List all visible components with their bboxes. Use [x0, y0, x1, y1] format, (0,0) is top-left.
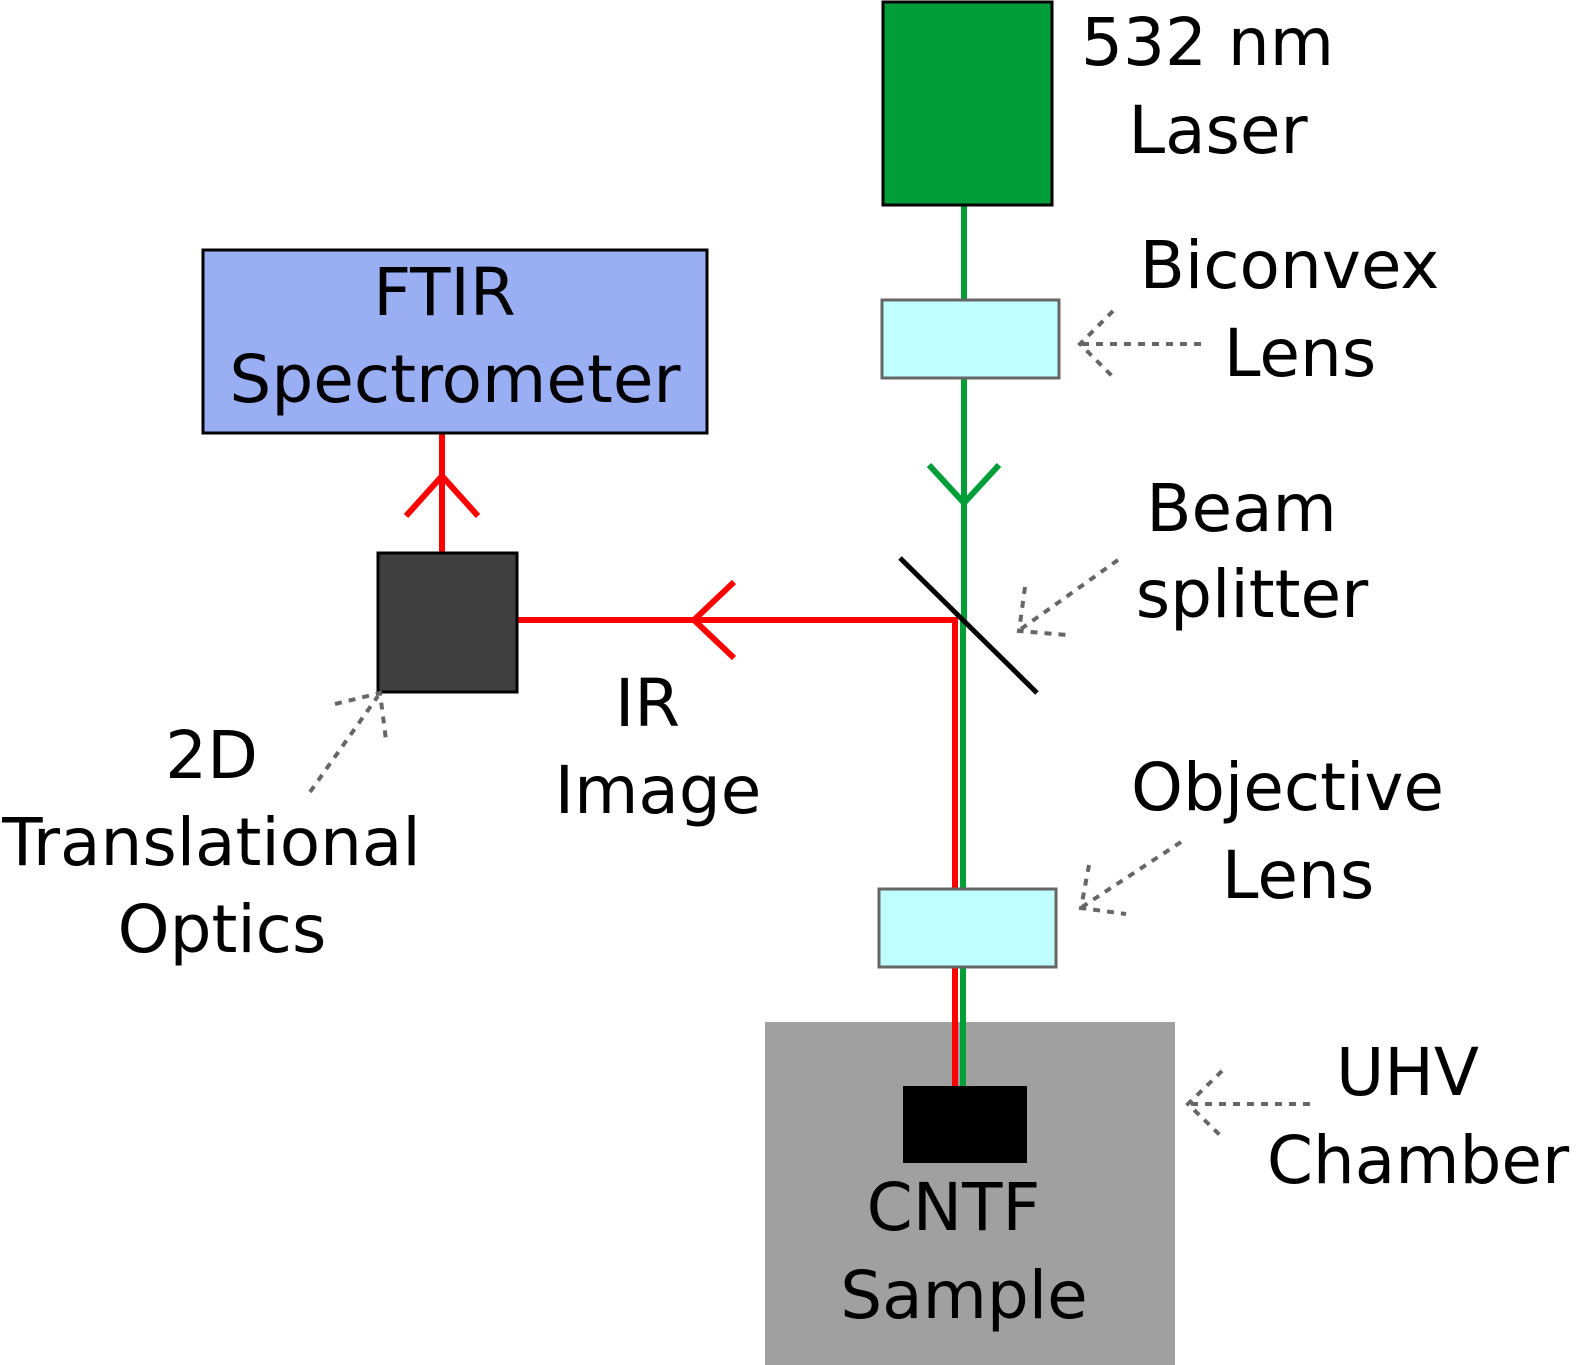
spectrometer-label-line1: FTIR — [373, 254, 515, 331]
ir-image-label-line2: Image — [555, 752, 762, 829]
biconvex-label-line2: Lens — [1224, 315, 1376, 392]
laser-source — [881, 0, 1054, 207]
uhv-chamber — [765, 1022, 1175, 1365]
translational-label-line2: Translational — [1, 804, 420, 881]
ir-image-label: IR Image — [555, 665, 762, 829]
ir-up-arrow — [403, 471, 481, 519]
beam-splitter — [898, 556, 1039, 695]
uhv-label-line2: Chamber — [1267, 1122, 1570, 1199]
translational-label-line3: Optics — [118, 891, 327, 968]
sample-label: CNTF Sample — [840, 1169, 1087, 1334]
ftir-spectrometer — [201, 248, 709, 435]
objective-label-line1: Objective — [1131, 749, 1444, 826]
objective-label-line2: Lens — [1222, 837, 1374, 914]
pointer-uhv — [1185, 1069, 1310, 1139]
pointer-beam-splitter — [1016, 558, 1120, 637]
uhv-label: UHV Chamber — [1267, 1034, 1570, 1199]
spectrometer-label-line2: Spectrometer — [229, 341, 681, 418]
cntf-sample — [903, 1086, 1027, 1163]
biconvex-label-line1: Biconvex — [1140, 227, 1440, 304]
ir-beam-arrow — [689, 579, 737, 661]
translational-label-line1: 2D — [165, 717, 258, 794]
ir-image-label-line1: IR — [615, 665, 680, 742]
pointer-objective — [1078, 840, 1183, 916]
uhv-label-line1: UHV — [1336, 1034, 1479, 1111]
translational-optics — [376, 551, 519, 694]
biconvex-label: Biconvex Lens — [1140, 227, 1461, 392]
spectrometer-label: FTIR Spectrometer — [229, 254, 681, 418]
objective-label: Objective Lens — [1131, 749, 1465, 914]
laser-label: 532 nm Laser — [1081, 4, 1355, 169]
biconvex-lens — [880, 298, 1061, 380]
green-beam-arrow — [926, 462, 1002, 508]
beam-splitter-label-line2: splitter — [1136, 556, 1369, 633]
beam-splitter-label: Beam splitter — [1136, 470, 1369, 633]
sample-label-line2: Sample — [840, 1257, 1087, 1334]
translational-label: 2D Translational Optics — [1, 717, 441, 968]
laser-label-line2: Laser — [1128, 92, 1308, 169]
sample-label-line1: CNTF — [867, 1169, 1041, 1246]
beam-splitter-label-line1: Beam — [1146, 470, 1337, 547]
laser-label-line1: 532 nm — [1081, 4, 1334, 81]
objective-lens — [877, 887, 1058, 969]
pointer-translational — [308, 690, 388, 794]
pointer-biconvex — [1077, 309, 1201, 379]
